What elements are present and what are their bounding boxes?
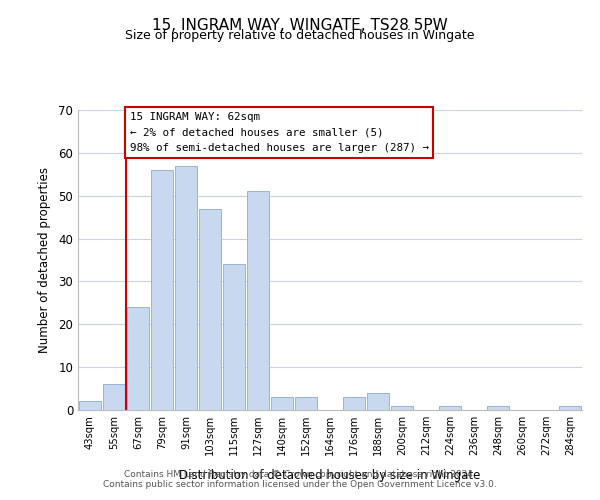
Text: Contains public sector information licensed under the Open Government Licence v3: Contains public sector information licen… xyxy=(103,480,497,489)
Bar xyxy=(151,170,173,410)
Bar xyxy=(199,208,221,410)
Bar xyxy=(175,166,197,410)
Text: Size of property relative to detached houses in Wingate: Size of property relative to detached ho… xyxy=(125,29,475,42)
Bar xyxy=(79,402,101,410)
Text: 15 INGRAM WAY: 62sqm
← 2% of detached houses are smaller (5)
98% of semi-detache: 15 INGRAM WAY: 62sqm ← 2% of detached ho… xyxy=(130,112,428,154)
Bar xyxy=(271,397,293,410)
Bar xyxy=(295,397,317,410)
X-axis label: Distribution of detached houses by size in Wingate: Distribution of detached houses by size … xyxy=(179,469,481,482)
Text: Contains HM Land Registry data © Crown copyright and database right 2024.: Contains HM Land Registry data © Crown c… xyxy=(124,470,476,479)
Bar xyxy=(127,307,149,410)
Bar xyxy=(559,406,581,410)
Bar xyxy=(391,406,413,410)
Bar xyxy=(223,264,245,410)
Bar xyxy=(343,397,365,410)
Bar xyxy=(487,406,509,410)
Text: 15, INGRAM WAY, WINGATE, TS28 5PW: 15, INGRAM WAY, WINGATE, TS28 5PW xyxy=(152,18,448,32)
Y-axis label: Number of detached properties: Number of detached properties xyxy=(38,167,52,353)
Bar xyxy=(247,192,269,410)
Bar xyxy=(439,406,461,410)
Bar xyxy=(103,384,125,410)
Bar xyxy=(367,393,389,410)
